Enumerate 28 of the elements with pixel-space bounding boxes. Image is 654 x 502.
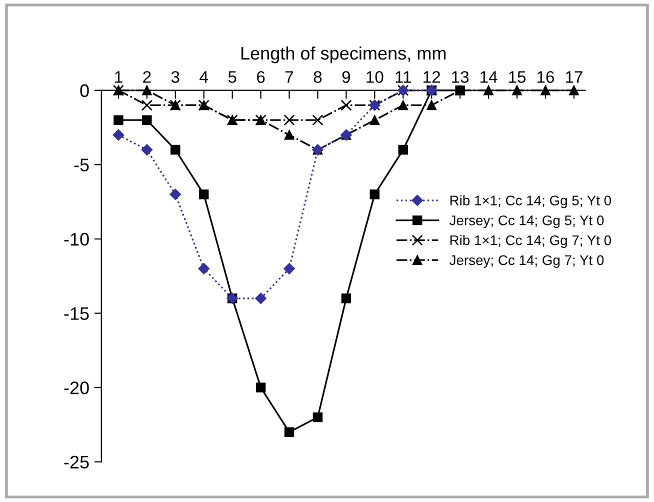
x-tick-label: 13 — [452, 71, 469, 83]
legend-label: Rib 1×1; Cc 14; Gg 5; Yt 0 — [450, 195, 612, 208]
x-tick-label: 10 — [366, 71, 384, 83]
x-tick-label: 2 — [143, 71, 151, 83]
x-tick-label: 4 — [200, 71, 208, 83]
y-tick-label: -5 — [74, 158, 89, 172]
x-tick-label: 17 — [566, 71, 582, 83]
y-tick-label: -15 — [64, 307, 89, 320]
x-axis-title: Length of specimens, mm — [241, 46, 446, 64]
x-tick-label: 5 — [228, 71, 236, 83]
x-tick-label: 14 — [480, 71, 498, 83]
y-tick-label: -20 — [64, 381, 89, 394]
legend-label: Jersey; Cc 14; Gg 5; Yt 0 — [450, 215, 604, 228]
x-tick-label: 1 — [115, 71, 122, 83]
x-tick-label: 12 — [424, 71, 440, 83]
x-tick-label: 7 — [285, 71, 294, 83]
x-tick-label: 15 — [509, 71, 526, 83]
x-tick-label: 6 — [257, 71, 265, 83]
y-tick-label: 0 — [80, 84, 89, 98]
x-tick-label: 16 — [537, 71, 554, 83]
y-tick-label: -25 — [64, 456, 89, 469]
legend-label: Jersey; Cc 14; Gg 7; Yt 0 — [450, 255, 604, 268]
y-tick-label: -10 — [64, 232, 89, 246]
x-tick-label: 11 — [396, 71, 411, 83]
legend-label: Rib 1×1; Cc 14; Gg 7; Yt 0 — [450, 234, 612, 248]
x-tick-label: 9 — [342, 71, 350, 83]
x-tick-label: 3 — [171, 71, 180, 83]
x-tick-label: 8 — [314, 71, 322, 83]
